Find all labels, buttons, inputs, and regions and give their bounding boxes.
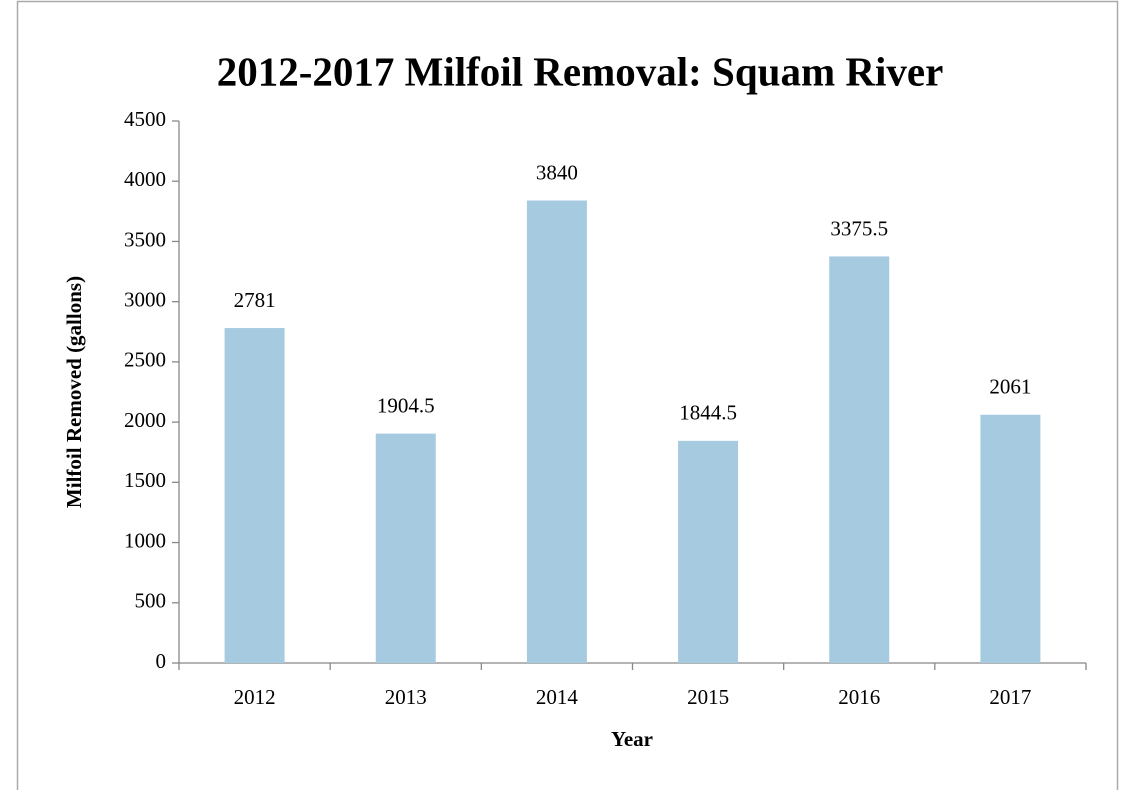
chart-border [16,0,1119,790]
x-axis-label: Year [611,727,653,751]
data-label: 2781 [234,288,276,312]
x-tick-label: 2015 [687,685,729,709]
y-tick-label: 2500 [124,348,166,372]
bar [224,328,285,663]
y-tick-label: 1000 [124,528,166,552]
data-label: 3375.5 [830,216,888,240]
y-tick-label: 0 [156,649,167,673]
data-label: 2061 [989,375,1031,399]
bar [375,433,436,663]
x-tick-label: 2012 [234,685,276,709]
x-tick-label: 2014 [536,685,579,709]
bar [829,256,890,663]
x-tick-label: 2013 [385,685,427,709]
bar [678,440,739,663]
y-tick-label: 3000 [124,287,166,311]
y-tick-label: 1500 [124,468,166,492]
bar [526,200,587,663]
chart-title: 2012-2017 Milfoil Removal: Squam River [217,48,944,94]
y-axis-label: Milfoil Removed (gallons) [62,276,86,508]
y-tick-label: 500 [135,589,167,613]
y-tick-label: 2000 [124,408,166,432]
x-tick-label: 2017 [989,685,1031,709]
data-label: 1904.5 [377,393,435,417]
y-tick-label: 4500 [124,107,166,131]
y-tick-label: 4000 [124,167,166,191]
data-label: 1844.5 [679,401,737,425]
x-tick-label: 2016 [838,685,880,709]
y-tick-label: 3500 [124,227,166,251]
bar [980,414,1041,663]
data-label: 3840 [536,160,578,184]
